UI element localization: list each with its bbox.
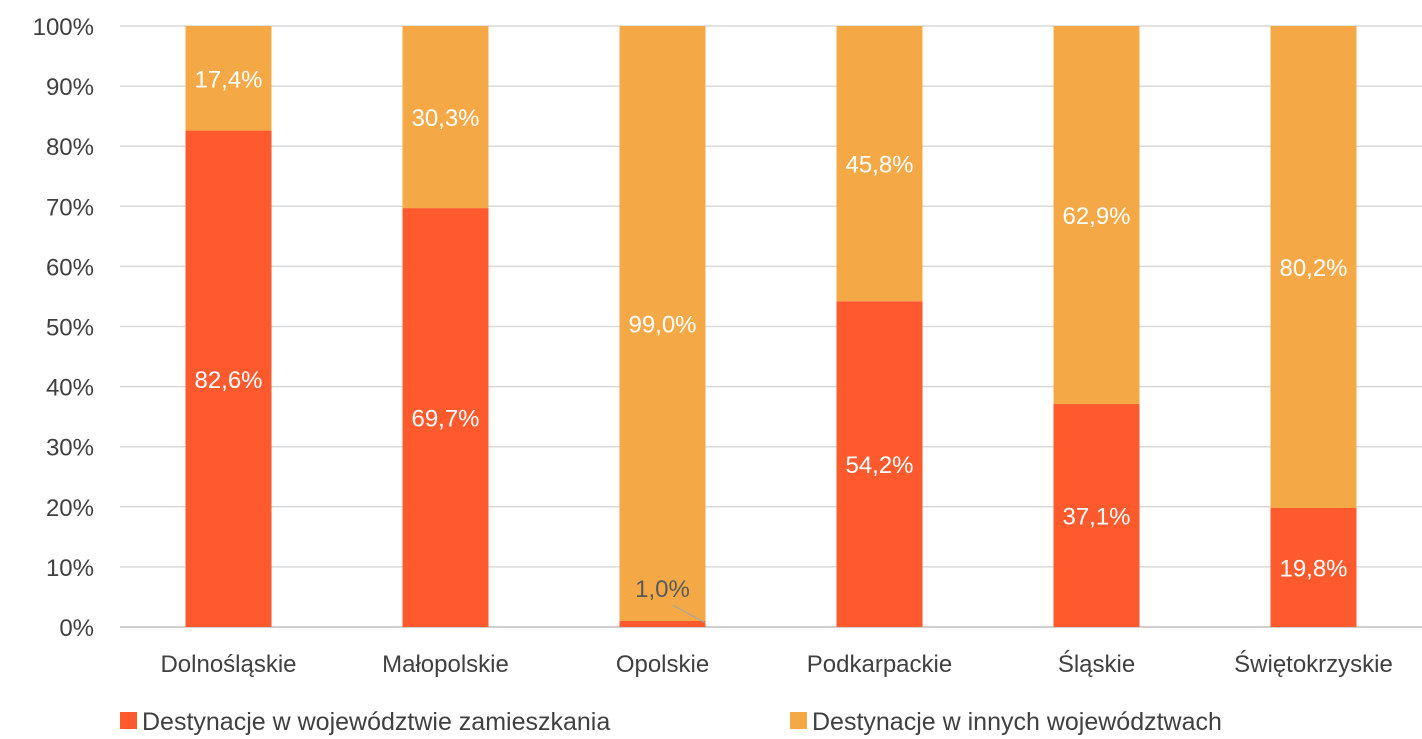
gridlines [120, 25, 1422, 628]
x-tick-label: Dolnośląskie [160, 651, 296, 678]
y-tick-label: 70% [46, 194, 94, 221]
data-label: 17,4% [194, 66, 262, 93]
y-tick-label: 40% [46, 375, 94, 402]
x-tick-label: Świętokrzyskie [1234, 650, 1393, 678]
x-tick-label: Śląskie [1058, 650, 1135, 678]
x-axis-ticks: Dolnośląskie Małopolskie Opolskie Podkarpac… [160, 650, 1392, 678]
y-tick-label: 10% [46, 555, 94, 582]
x-tick-label: Opolskie [616, 651, 709, 678]
bar-segment [836, 26, 923, 302]
bar-segment [619, 26, 706, 621]
y-tick-label: 30% [46, 435, 94, 462]
data-label: 45,8% [845, 152, 913, 179]
legend-swatch [790, 712, 807, 729]
data-label: 30,3% [411, 105, 479, 132]
bar-segment [1270, 26, 1357, 509]
bar-segment [1053, 404, 1140, 627]
y-tick-label: 60% [46, 254, 94, 281]
data-label: 37,1% [1062, 504, 1130, 531]
legend-swatch [120, 712, 137, 729]
legend: Destynacje w województwie zamieszkania De… [120, 708, 1222, 736]
bar-segment [836, 301, 923, 627]
data-label: 69,7% [411, 406, 479, 433]
y-tick-label: 80% [46, 134, 94, 161]
y-tick-label: 20% [46, 495, 94, 522]
bars [185, 26, 1357, 627]
data-label: 80,2% [1279, 255, 1347, 282]
data-labels: 82,6% 17,4% 69,7% 30,3% 1,0% 99,0% 54,2% 45,8% 3… [194, 66, 1348, 624]
data-label: 62,9% [1062, 203, 1130, 230]
data-label: 82,6% [194, 367, 262, 394]
data-label: 99,0% [628, 311, 696, 338]
legend-label: Destynacje w innych województwach [812, 708, 1222, 736]
bar-segment [1053, 26, 1140, 405]
bar-segment [185, 26, 272, 131]
y-tick-label: 90% [46, 74, 94, 101]
data-label: 1,0% [635, 576, 690, 603]
x-tick-label: Małopolskie [382, 651, 509, 678]
leader-line [672, 604, 706, 624]
bar-segment [619, 620, 706, 627]
y-tick-label: 100% [33, 14, 94, 41]
y-tick-label: 0% [59, 615, 94, 642]
x-tick-label: Podkarpackie [807, 651, 952, 678]
bar-segment [402, 208, 489, 627]
bar-segment [185, 130, 272, 627]
bar-segment [402, 26, 489, 209]
legend-label: Destynacje w województwie zamieszkania [142, 708, 610, 736]
y-tick-label: 50% [46, 315, 94, 342]
data-label: 19,8% [1279, 556, 1347, 583]
bar-segment [1270, 508, 1357, 627]
data-label: 54,2% [845, 452, 913, 479]
y-axis-ticks: 0% 10% 20% 30% 40% 50% 60% 70% 80% 90% 100% [33, 14, 94, 642]
